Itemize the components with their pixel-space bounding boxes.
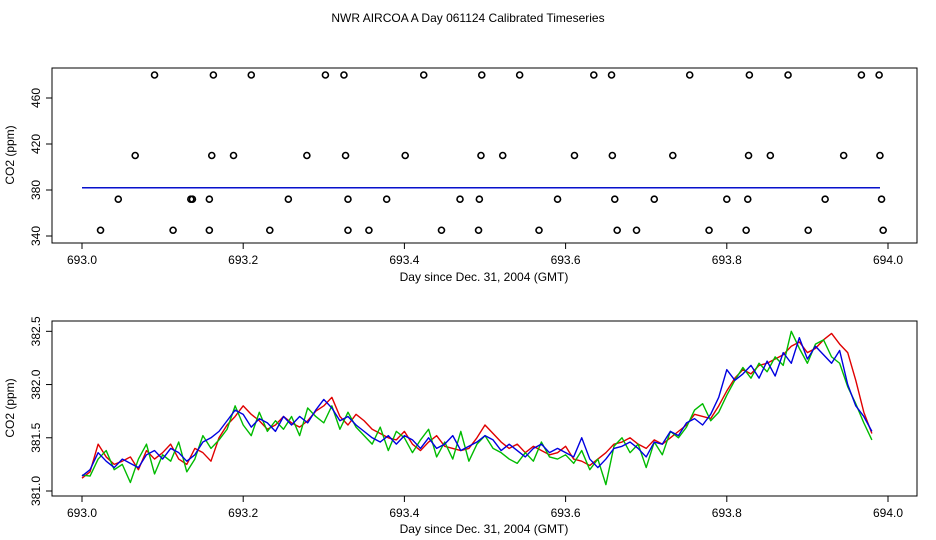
top-x-axis-label: Day since Dec. 31, 2004 (GMT)	[400, 270, 569, 284]
top-y-axis-label: CO2 (ppm)	[3, 125, 17, 184]
calibration-point	[401, 151, 410, 160]
bottom-x-axis-label: Day since Dec. 31, 2004 (GMT)	[400, 522, 569, 536]
calibration-point	[131, 151, 139, 160]
calibration-point	[745, 71, 754, 79]
calibration-point	[114, 195, 123, 203]
calibration-point	[247, 71, 256, 79]
calibration-point	[303, 151, 311, 160]
calibration-point	[229, 151, 238, 160]
top-x-tick-label: 693.0	[67, 253, 97, 267]
calibration-point	[685, 71, 694, 79]
bottom-x-tick-label: 693.8	[712, 506, 742, 520]
calibration-point	[284, 195, 293, 203]
calibration-point	[477, 71, 486, 79]
calibration-point	[879, 226, 887, 235]
calibration-point	[743, 195, 752, 203]
calibration-point	[553, 195, 562, 203]
calibration-point	[344, 226, 352, 235]
calibration-point	[722, 195, 731, 203]
top-y-tick-label: 380	[29, 180, 43, 200]
calibration-point	[610, 195, 619, 203]
bottom-y-tick-label: 382.0	[29, 369, 43, 399]
bottom-y-tick-label: 381.5	[29, 422, 43, 452]
bottom-y-axis-label: CO2 (ppm)	[3, 378, 17, 437]
chart-title: NWR AIRCOA A Day 061124 Calibrated Times…	[331, 11, 604, 25]
calibration-point	[613, 226, 621, 235]
calibration-point	[766, 151, 775, 160]
calibration-point	[456, 195, 464, 203]
calibration-point	[804, 226, 813, 235]
top-x-tick-label: 693.8	[712, 253, 742, 267]
calibration-point	[515, 71, 524, 79]
top-y-tick-label: 420	[29, 134, 43, 154]
calibration-point	[169, 226, 177, 235]
bottom-y-tick-label: 382.5	[29, 316, 43, 346]
calibration-point	[875, 71, 883, 79]
calibration-point	[340, 71, 348, 79]
bottom-series-red	[81, 332, 873, 479]
top-panel: 693.0 693.2 693.4 693.6 693.8 694.0 340 380 420…	[3, 67, 918, 284]
calibration-point	[608, 151, 617, 160]
bottom-x-tick-label: 694.0	[873, 506, 903, 520]
calibration-point	[207, 151, 216, 160]
calibration-point	[877, 195, 886, 203]
calibration-point	[382, 195, 391, 203]
bottom-x-tick-label: 693.2	[228, 506, 258, 520]
top-x-tick-label: 693.6	[551, 253, 581, 267]
calibration-point	[341, 151, 350, 160]
top-plot-frame	[51, 67, 918, 244]
calibration-point	[821, 195, 829, 203]
calibration-point	[477, 151, 485, 160]
bottom-x-tick-label: 693.0	[67, 506, 97, 520]
bottom-x-tick-label: 693.4	[389, 506, 419, 520]
calibration-point	[876, 151, 884, 160]
calibration-point	[650, 195, 659, 203]
calibration-point	[839, 151, 848, 160]
calibration-point	[590, 71, 598, 79]
calibration-point	[205, 195, 214, 203]
calibration-point	[474, 226, 483, 235]
top-x-tick-label: 694.0	[873, 253, 903, 267]
calibration-point	[784, 71, 792, 79]
calibration-point	[742, 226, 750, 235]
calibration-point	[321, 71, 330, 79]
calibration-point	[265, 226, 274, 235]
calibration-point	[205, 226, 214, 235]
calibration-point	[437, 226, 446, 235]
calibration-point	[209, 71, 218, 79]
calibration-point	[632, 226, 641, 235]
bottom-x-tick-label: 693.6	[551, 506, 581, 520]
calibration-point	[344, 195, 352, 203]
top-y-tick-label: 460	[29, 88, 43, 108]
calibration-point	[857, 71, 866, 79]
top-x-tick-label: 693.4	[389, 253, 419, 267]
bottom-series-blue	[81, 337, 873, 477]
calibration-point	[498, 151, 507, 160]
top-y-tick-label: 340	[29, 226, 43, 246]
calibration-point	[150, 71, 159, 79]
calibration-point	[607, 71, 616, 79]
calibration-point	[570, 151, 579, 160]
bottom-panel: 693.0 693.2 693.4 693.6 693.8 694.0 381.0 381.…	[3, 316, 918, 536]
bottom-series-green	[81, 330, 873, 486]
calibration-point	[365, 226, 373, 235]
calibration-point	[705, 226, 713, 235]
bottom-y-tick-label: 381.0	[29, 476, 43, 506]
calibration-point	[188, 195, 197, 203]
calibration-point	[668, 151, 677, 160]
calibration-point	[96, 226, 105, 235]
bottom-plot-frame	[51, 320, 918, 497]
calibration-point	[475, 195, 484, 203]
calibration-point	[535, 226, 543, 235]
calibration-point	[744, 151, 753, 160]
top-x-tick-label: 693.2	[228, 253, 258, 267]
calibration-point	[419, 71, 428, 79]
